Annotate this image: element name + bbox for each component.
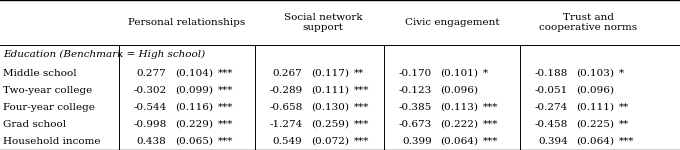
Text: -0.458: -0.458	[534, 120, 568, 129]
Text: ***: ***	[354, 86, 369, 95]
Text: **: **	[354, 69, 364, 78]
Text: (0.229): (0.229)	[175, 120, 213, 129]
Text: Middle school: Middle school	[3, 69, 77, 78]
Text: 0.267: 0.267	[273, 69, 303, 78]
Text: -0.673: -0.673	[398, 120, 432, 129]
Text: ***: ***	[218, 120, 233, 129]
Text: 0.438: 0.438	[137, 137, 167, 146]
Text: ***: ***	[218, 86, 233, 95]
Text: 0.277: 0.277	[137, 69, 167, 78]
Text: -0.302: -0.302	[133, 86, 167, 95]
Text: (0.104): (0.104)	[175, 69, 213, 78]
Text: ***: ***	[218, 137, 233, 146]
Text: -0.998: -0.998	[133, 120, 167, 129]
Text: (0.072): (0.072)	[311, 137, 349, 146]
Text: -0.385: -0.385	[398, 103, 432, 112]
Text: (0.103): (0.103)	[576, 69, 614, 78]
Text: Household income: Household income	[3, 137, 101, 146]
Text: (0.096): (0.096)	[576, 86, 614, 95]
Text: -0.274: -0.274	[534, 103, 568, 112]
Text: 0.549: 0.549	[273, 137, 303, 146]
Text: Education (Benchmark = High school): Education (Benchmark = High school)	[3, 50, 205, 59]
Text: Civic engagement: Civic engagement	[405, 18, 500, 27]
Text: (0.259): (0.259)	[311, 120, 349, 129]
Text: ***: ***	[218, 69, 233, 78]
Text: (0.064): (0.064)	[440, 137, 478, 146]
Text: (0.064): (0.064)	[576, 137, 614, 146]
Text: (0.111): (0.111)	[576, 103, 614, 112]
Text: ***: ***	[354, 120, 369, 129]
Text: -0.289: -0.289	[269, 86, 303, 95]
Text: -0.170: -0.170	[398, 69, 432, 78]
Text: -1.274: -1.274	[269, 120, 303, 129]
Text: *: *	[483, 69, 488, 78]
Text: ***: ***	[483, 120, 498, 129]
Text: Grad school: Grad school	[3, 120, 67, 129]
Text: (0.099): (0.099)	[175, 86, 213, 95]
Text: ***: ***	[218, 103, 233, 112]
Text: (0.113): (0.113)	[440, 103, 478, 112]
Text: (0.065): (0.065)	[175, 137, 213, 146]
Text: (0.111): (0.111)	[311, 86, 349, 95]
Text: -0.051: -0.051	[534, 86, 568, 95]
Text: ***: ***	[483, 103, 498, 112]
Text: -0.123: -0.123	[398, 86, 432, 95]
Text: (0.116): (0.116)	[175, 103, 213, 112]
Text: ***: ***	[483, 137, 498, 146]
Text: Trust and
cooperative norms: Trust and cooperative norms	[539, 13, 637, 32]
Text: Four-year college: Four-year college	[3, 103, 95, 112]
Text: 0.394: 0.394	[538, 137, 568, 146]
Text: ***: ***	[619, 137, 634, 146]
Text: Two-year college: Two-year college	[3, 86, 92, 95]
Text: ***: ***	[354, 103, 369, 112]
Text: -0.658: -0.658	[269, 103, 303, 112]
Text: Social network
support: Social network support	[284, 13, 362, 32]
Text: 0.399: 0.399	[402, 137, 432, 146]
Text: (0.101): (0.101)	[440, 69, 478, 78]
Text: (0.117): (0.117)	[311, 69, 349, 78]
Text: -0.544: -0.544	[133, 103, 167, 112]
Text: ***: ***	[354, 137, 369, 146]
Text: (0.096): (0.096)	[440, 86, 478, 95]
Text: (0.130): (0.130)	[311, 103, 349, 112]
Text: **: **	[619, 103, 629, 112]
Text: *: *	[619, 69, 624, 78]
Text: (0.222): (0.222)	[440, 120, 478, 129]
Text: (0.225): (0.225)	[576, 120, 614, 129]
Text: Personal relationships: Personal relationships	[129, 18, 245, 27]
Text: -0.188: -0.188	[534, 69, 568, 78]
Text: **: **	[619, 120, 629, 129]
